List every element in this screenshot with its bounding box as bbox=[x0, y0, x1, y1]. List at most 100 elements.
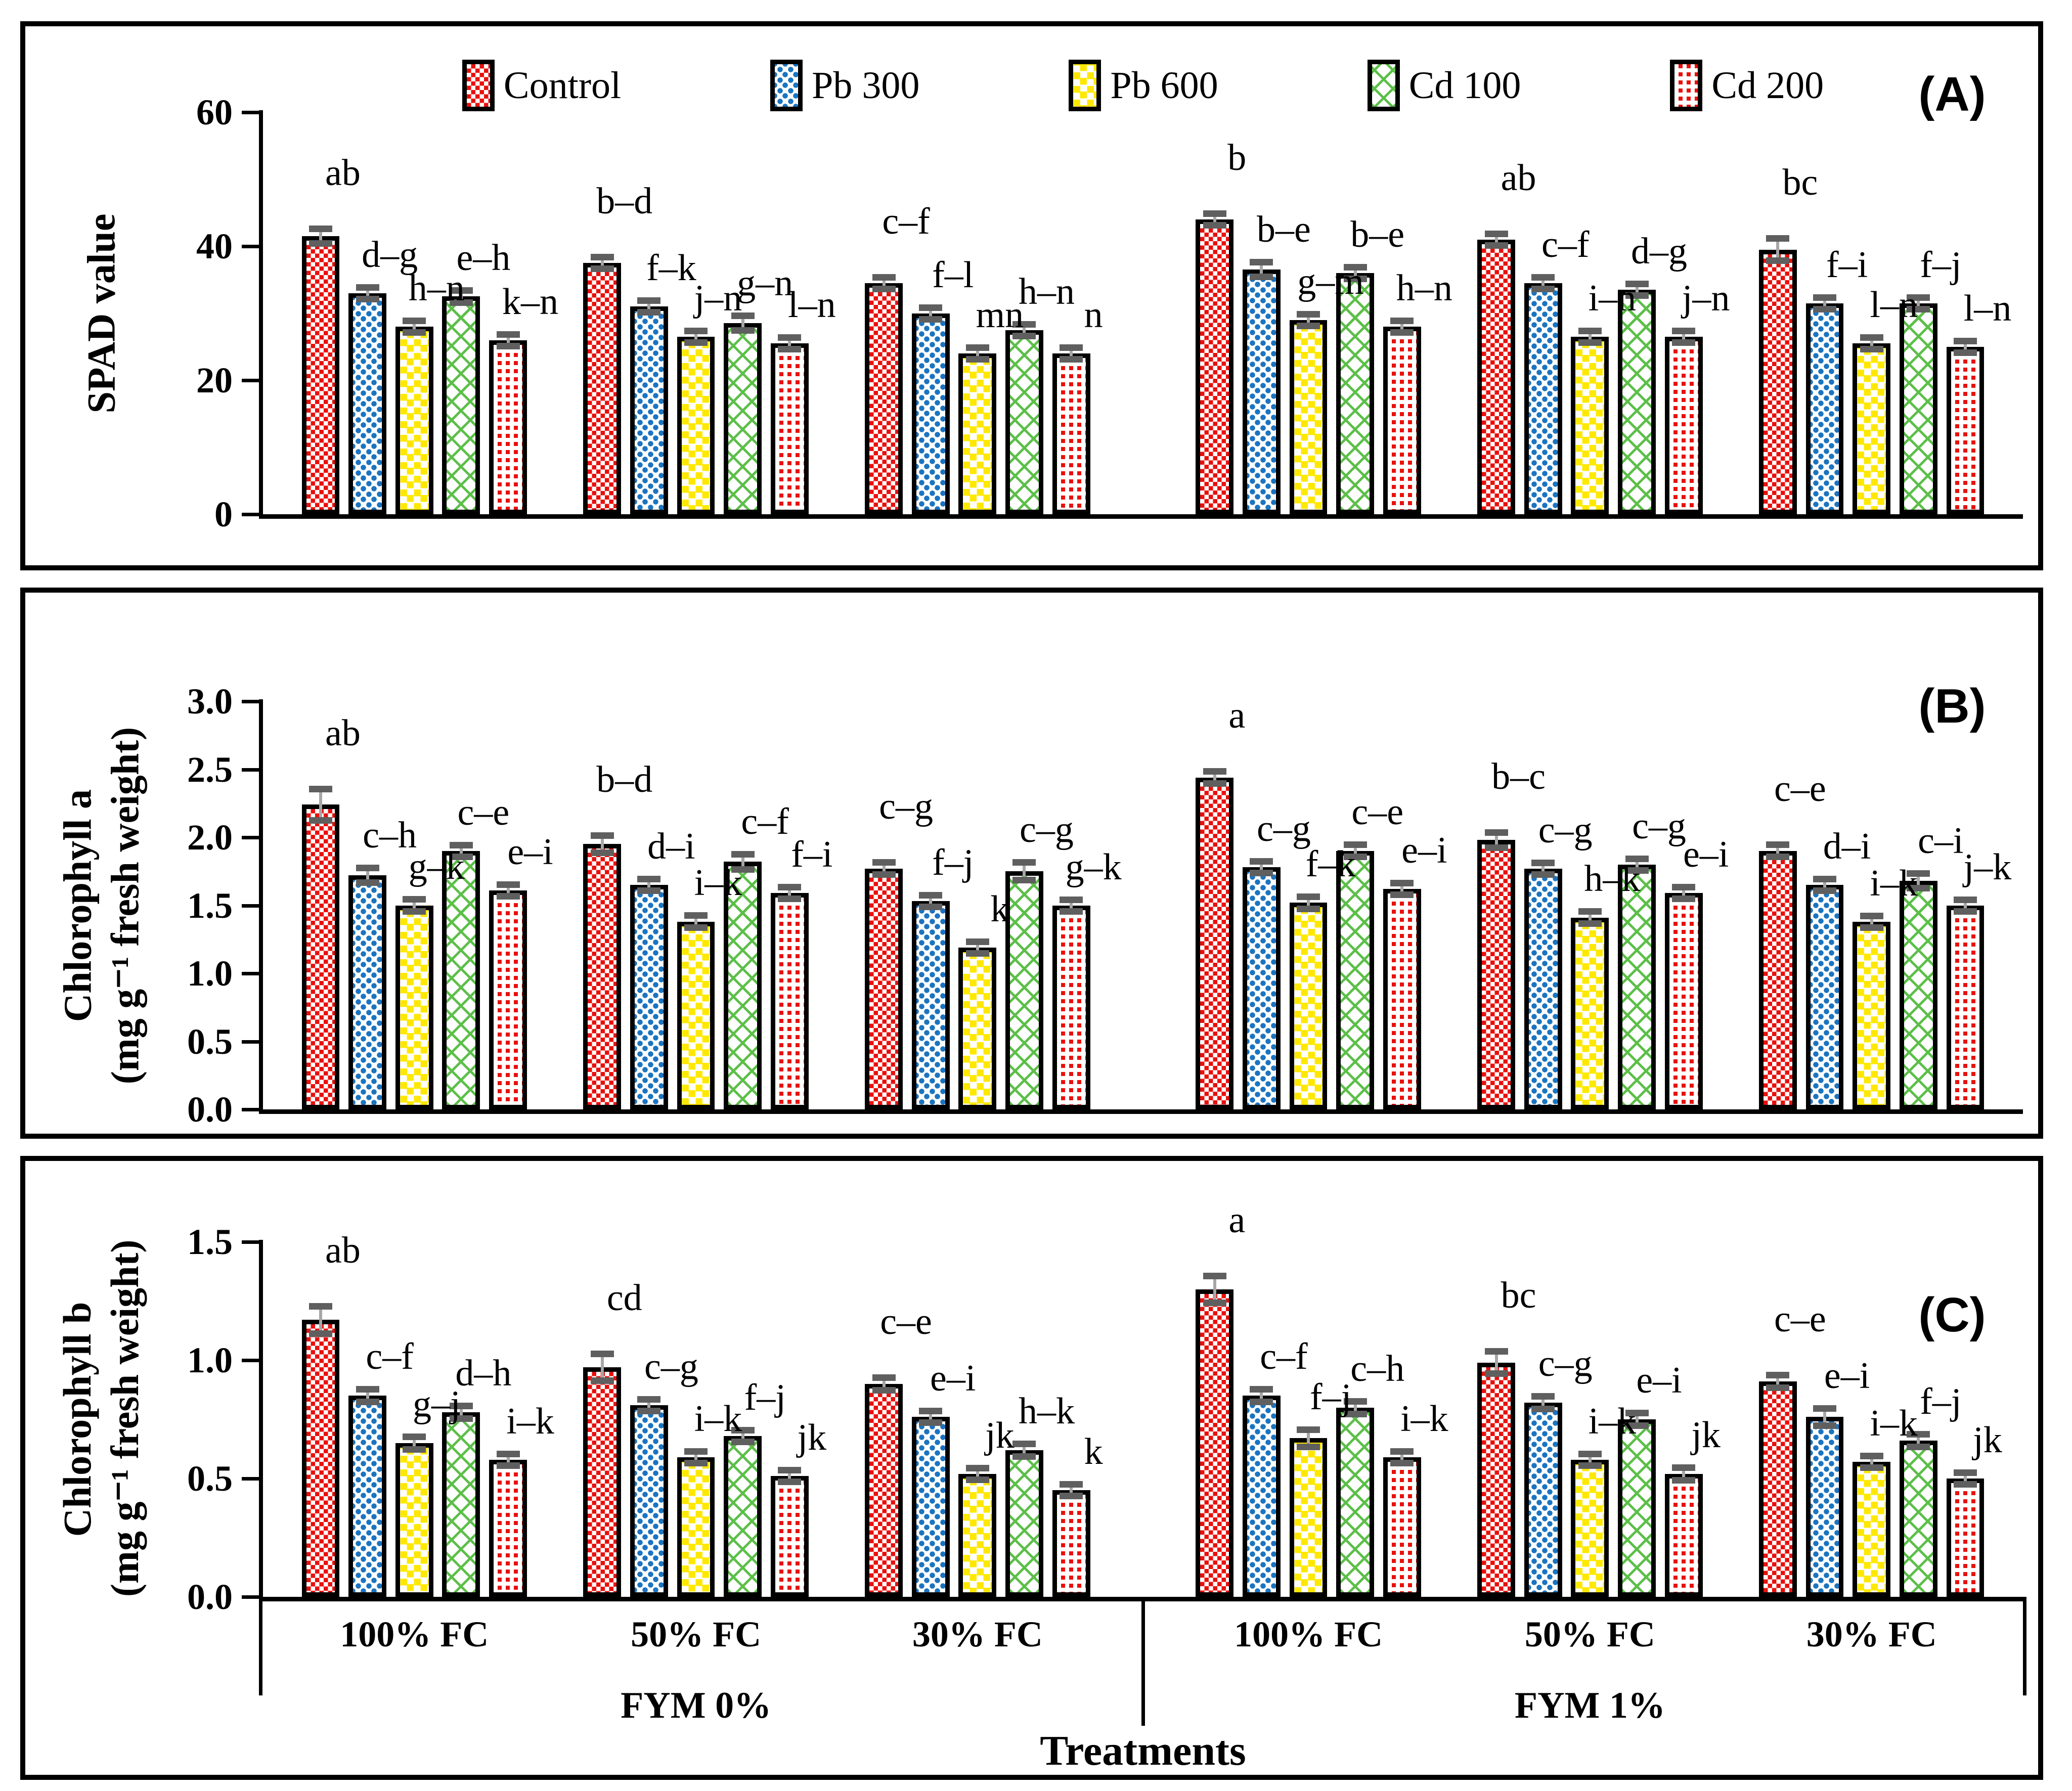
error-bar-cap-top bbox=[1813, 1405, 1837, 1412]
error-bar bbox=[1766, 1372, 1790, 1392]
error-bar-stem bbox=[1213, 213, 1216, 226]
significance-letter: ab bbox=[325, 1230, 361, 1272]
error-bar-cap-bottom bbox=[356, 295, 379, 302]
legend-item-cd200: Cd 200 bbox=[1670, 60, 1824, 111]
error-bar bbox=[356, 865, 379, 886]
error-bar-cap-bottom bbox=[1625, 292, 1649, 299]
error-bar-stem bbox=[366, 286, 369, 300]
bar-cd100-group5 bbox=[1618, 864, 1656, 1109]
bar-cd200-group3 bbox=[1052, 905, 1090, 1109]
significance-letter: f–j bbox=[1309, 1376, 1352, 1418]
error-bar-stem bbox=[366, 1389, 369, 1403]
bar-pb300-group1 bbox=[348, 875, 386, 1109]
y-axis-title: SPAD value bbox=[77, 112, 125, 514]
significance-letter: g–k bbox=[1065, 846, 1122, 888]
significance-letter: i–k bbox=[694, 1398, 742, 1440]
error-bar bbox=[356, 284, 379, 302]
significance-letter: e–i bbox=[1636, 1359, 1682, 1401]
error-bar-stem bbox=[976, 347, 979, 360]
error-bar-stem bbox=[459, 290, 463, 303]
error-bar-cap-bottom bbox=[1531, 286, 1555, 293]
y-tick-label: 1.5 bbox=[187, 1222, 233, 1262]
error-bar-cap-bottom bbox=[778, 896, 802, 903]
significance-letter: ab bbox=[1501, 157, 1536, 199]
significance-letter: j–n bbox=[694, 277, 742, 319]
bar-pb300-group2 bbox=[630, 306, 668, 514]
error-bar bbox=[496, 881, 520, 900]
error-bar-cap-bottom bbox=[1203, 1299, 1226, 1306]
significance-letter: f–j bbox=[1920, 244, 1962, 286]
significance-letter: f–i bbox=[791, 834, 833, 876]
x-category-fym-label: FYM 0% bbox=[621, 1685, 772, 1726]
bar-cd100-group2 bbox=[724, 323, 762, 514]
error-bar-stem bbox=[694, 1450, 698, 1464]
error-bar bbox=[684, 327, 708, 346]
error-bar-cap-bottom bbox=[1860, 346, 1883, 353]
bar-cd200-group5 bbox=[1664, 1473, 1703, 1597]
error-bar bbox=[403, 896, 426, 915]
error-bar-cap-bottom bbox=[1953, 908, 1977, 915]
error-bar bbox=[731, 851, 755, 873]
error-bar bbox=[1012, 1440, 1036, 1460]
plot-area-chlorophyll-a: 0.0 0.5 1.0 1.5 2.0 2.5 3.0 Chlorophyll a (mg g⁻… bbox=[25, 593, 2038, 1134]
error-bar-cap-top bbox=[919, 304, 943, 311]
error-bar-stem bbox=[1307, 313, 1310, 327]
error-bar-stem bbox=[1870, 915, 1873, 928]
x-axis-divider-line bbox=[259, 1597, 262, 1695]
y-tick-label: 0.0 bbox=[187, 1577, 233, 1617]
y-tick-label: 0.0 bbox=[187, 1089, 233, 1130]
error-bar-cap-bottom bbox=[1060, 908, 1083, 915]
bar-pb300-group1 bbox=[348, 293, 386, 514]
error-bar bbox=[919, 892, 943, 911]
bar-control-group4 bbox=[1196, 777, 1234, 1109]
legend-swatch-icon bbox=[770, 60, 803, 111]
error-bar-cap-top bbox=[778, 1467, 802, 1474]
error-bar-cap-bottom bbox=[919, 316, 943, 323]
bar-pb600-group3 bbox=[958, 1473, 997, 1597]
significance-letter: g–n bbox=[737, 262, 793, 304]
error-bar-stem bbox=[1070, 899, 1073, 912]
error-bar-cap-top bbox=[1297, 893, 1320, 900]
bar-cd100-group4 bbox=[1336, 1407, 1375, 1597]
error-bar-stem bbox=[1541, 1396, 1545, 1410]
legend-item-pb600: Pb 600 bbox=[1069, 60, 1218, 111]
y-tick-label: 0.5 bbox=[187, 1021, 233, 1062]
error-bar bbox=[684, 1448, 708, 1466]
bar-control-group2 bbox=[583, 263, 622, 514]
legend-label: Control bbox=[503, 64, 622, 107]
bar-control-group1 bbox=[301, 804, 340, 1109]
error-bar-stem bbox=[1823, 878, 1827, 892]
error-bar-cap-bottom bbox=[965, 950, 989, 957]
error-bar-stem bbox=[1023, 862, 1026, 881]
error-bar-cap-top bbox=[1672, 1464, 1696, 1471]
error-bar-cap-top bbox=[1531, 1393, 1555, 1400]
bar-pb300-group4 bbox=[1243, 1396, 1281, 1597]
error-bar-stem bbox=[413, 899, 416, 912]
significance-letter: d–g bbox=[1631, 230, 1688, 272]
bar-cd200-group6 bbox=[1946, 905, 1985, 1109]
bar-pb300-group6 bbox=[1805, 303, 1844, 514]
significance-letter: i–k bbox=[506, 1400, 554, 1442]
bar-cd200-group4 bbox=[1383, 327, 1421, 514]
error-bar-cap-top bbox=[449, 287, 473, 294]
error-bar-stem bbox=[1307, 896, 1310, 910]
error-bar-cap-bottom bbox=[1766, 1384, 1790, 1392]
error-bar bbox=[496, 331, 520, 349]
error-bar-cap-top bbox=[403, 1433, 426, 1440]
error-bar bbox=[403, 1433, 426, 1453]
bar-control-group2 bbox=[583, 1367, 622, 1597]
bar-control-group1 bbox=[301, 236, 340, 514]
bar-control-group5 bbox=[1477, 840, 1515, 1109]
error-bar-stem bbox=[788, 337, 791, 350]
significance-letter: c–e bbox=[880, 1301, 932, 1342]
error-bar-cap-bottom bbox=[1907, 885, 1930, 892]
error-bar-cap-bottom bbox=[1343, 854, 1367, 861]
x-category-fym-label: FYM 1% bbox=[1514, 1685, 1665, 1726]
error-bar-stem bbox=[413, 320, 416, 333]
error-bar-cap-top bbox=[1672, 884, 1696, 891]
error-bar-cap-bottom bbox=[1203, 780, 1226, 787]
error-bar-stem bbox=[1776, 844, 1780, 858]
bar-cd100-group5 bbox=[1618, 290, 1656, 514]
error-bar-cap-bottom bbox=[356, 1399, 379, 1406]
legend-label: Cd 100 bbox=[1408, 64, 1521, 107]
